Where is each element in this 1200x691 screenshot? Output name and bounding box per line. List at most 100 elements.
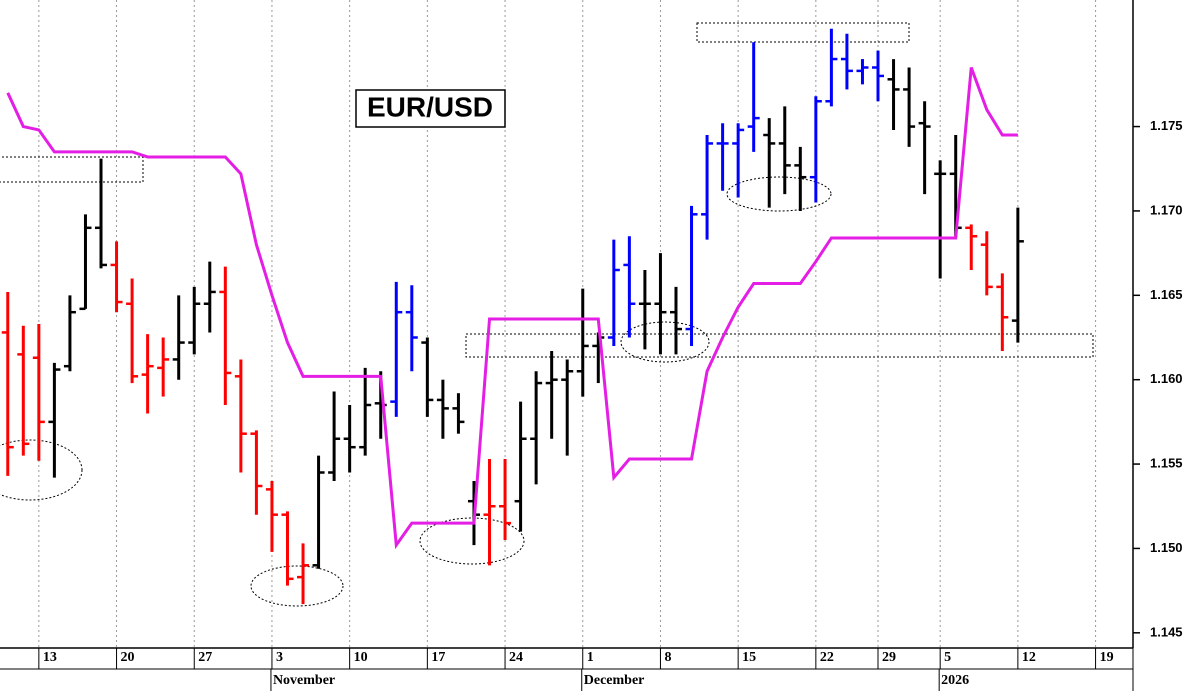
x-tick-label: 12 bbox=[1022, 650, 1036, 665]
annotations bbox=[0, 22, 1094, 607]
title-box bbox=[355, 89, 506, 128]
x-tick-label: 15 bbox=[742, 650, 756, 665]
level-box bbox=[0, 156, 144, 183]
ohlc-bar bbox=[530, 371, 543, 485]
ellipse bbox=[620, 321, 710, 363]
y-tick-label: 1.155 bbox=[1150, 456, 1183, 471]
x-tick-label: 24 bbox=[509, 650, 523, 665]
y-tick-label: 1.165 bbox=[1150, 287, 1183, 302]
ohlc-bar bbox=[623, 236, 636, 338]
grid bbox=[38, 0, 1097, 648]
x-tick-label: 3 bbox=[276, 650, 283, 665]
ohlc-bar bbox=[390, 281, 403, 417]
x-tick-label: 19 bbox=[1100, 650, 1114, 665]
y-tick-label: 1.160 bbox=[1150, 371, 1183, 386]
ohlc-bar bbox=[141, 334, 154, 414]
ohlc-bar bbox=[576, 288, 589, 397]
ohlc-bar bbox=[856, 59, 869, 85]
ohlc-bar bbox=[887, 59, 900, 130]
ohlc-bar bbox=[172, 295, 185, 380]
x-tick-label: 10 bbox=[354, 650, 368, 665]
ohlc-bar bbox=[685, 205, 698, 346]
ohlc-bar bbox=[996, 273, 1009, 351]
y-tick-label: 1.175 bbox=[1150, 118, 1183, 133]
ellipse bbox=[419, 517, 525, 565]
ohlc-bar bbox=[312, 455, 325, 569]
ohlc-bar bbox=[903, 67, 916, 147]
y-tick-label: 1.150 bbox=[1150, 540, 1183, 555]
ohlc-bar bbox=[95, 158, 108, 269]
ohlc-bar bbox=[343, 405, 356, 473]
ohlc-bar bbox=[716, 123, 729, 191]
ohlc-bar bbox=[669, 286, 682, 355]
ohlc-bar bbox=[1011, 207, 1024, 343]
ohlc-bar bbox=[747, 42, 760, 152]
y-tick-label: 1.145 bbox=[1150, 624, 1183, 639]
ohlc-bar bbox=[483, 459, 496, 566]
x-tick-label: 8 bbox=[664, 650, 671, 665]
ohlc-bar bbox=[328, 391, 341, 481]
ohlc-bar bbox=[17, 325, 30, 456]
chart-title: EUR/USD bbox=[367, 91, 493, 122]
ellipse bbox=[726, 176, 832, 212]
ohlc-bar bbox=[452, 393, 465, 434]
ohlc-bar bbox=[405, 285, 418, 372]
ellipse bbox=[0, 439, 83, 501]
level-box bbox=[696, 22, 910, 43]
ohlc-bar bbox=[872, 50, 885, 102]
x-tick-label: 13 bbox=[43, 650, 57, 665]
x-tick-label: 27 bbox=[198, 650, 212, 665]
ohlc-bar bbox=[219, 266, 232, 405]
ohlc-bar bbox=[794, 146, 807, 211]
x-tick-label: 17 bbox=[431, 650, 445, 665]
ohlc-bar bbox=[840, 33, 853, 90]
ohlc-bar bbox=[250, 430, 263, 515]
ohlc-bar bbox=[638, 270, 651, 350]
ohlc-bar bbox=[234, 359, 247, 473]
ohlc-bar bbox=[110, 241, 123, 313]
ohlc-bar bbox=[934, 160, 947, 279]
ohlc-bar bbox=[281, 511, 294, 586]
month-label: November bbox=[273, 673, 335, 688]
ohlc-bar bbox=[79, 214, 92, 311]
x-tick-label: 29 bbox=[882, 650, 896, 665]
ohlc-bar bbox=[203, 261, 216, 333]
indicator-line bbox=[6, 66, 1018, 550]
ohlc-bar bbox=[359, 367, 372, 456]
ohlc-bar bbox=[297, 543, 310, 605]
ohlc-bar bbox=[825, 28, 838, 107]
ohlc-bar bbox=[436, 379, 449, 439]
ohlc-bar bbox=[499, 459, 512, 540]
ohlc-bar bbox=[48, 362, 61, 478]
ohlc-bar bbox=[126, 278, 139, 384]
ohlc-bar bbox=[32, 324, 45, 461]
ohlc-bar bbox=[514, 401, 527, 532]
x-tick-label: 1 bbox=[587, 650, 594, 665]
ohlc-bar bbox=[763, 118, 776, 208]
ohlc-bar bbox=[157, 337, 170, 397]
ohlc-bar bbox=[965, 224, 978, 270]
ohlc-bar bbox=[265, 480, 278, 552]
ohlc-bar bbox=[980, 231, 993, 296]
ohlc-bar bbox=[188, 286, 201, 355]
ohlc-bar bbox=[918, 101, 931, 195]
month-label: December bbox=[584, 673, 645, 688]
x-tick-label: 20 bbox=[121, 650, 135, 665]
ohlc-bar bbox=[607, 239, 620, 346]
ohlc-bar bbox=[63, 295, 76, 372]
ohlc-bar bbox=[809, 96, 822, 203]
level-box bbox=[465, 333, 1094, 358]
month-label: 2026 bbox=[941, 673, 969, 688]
ohlc-bar bbox=[545, 351, 558, 439]
ohlc-bar bbox=[654, 253, 667, 355]
ohlc-bar bbox=[421, 337, 434, 417]
ohlc-bar bbox=[732, 123, 745, 198]
y-tick-label: 1.170 bbox=[1150, 202, 1183, 217]
ellipse bbox=[250, 565, 344, 607]
ohlc-bar bbox=[701, 135, 714, 240]
ohlc-bar bbox=[1, 291, 14, 476]
ohlc-bar bbox=[561, 359, 574, 456]
x-tick-label: 5 bbox=[944, 650, 951, 665]
x-tick-label: 22 bbox=[820, 650, 834, 665]
